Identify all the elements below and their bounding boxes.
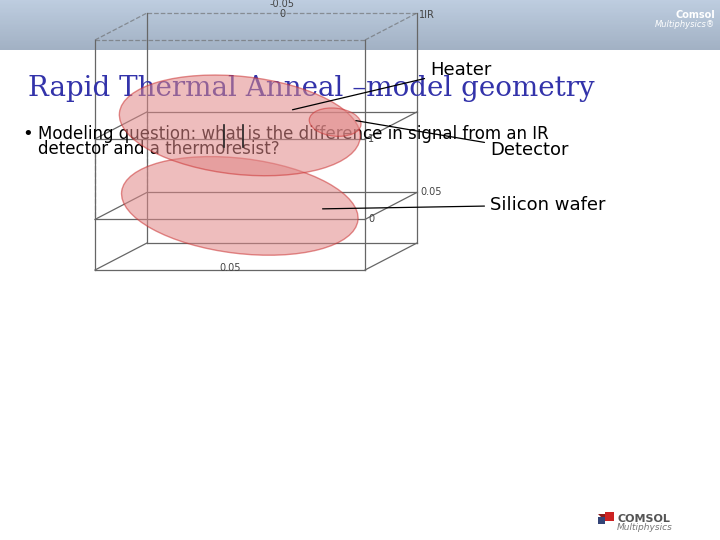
Text: 0: 0	[368, 214, 374, 225]
Bar	[0, 3, 720, 4]
Bar	[0, 19, 720, 20]
Text: COMSOL: COMSOL	[617, 514, 670, 524]
Bar	[0, 21, 720, 22]
Bar	[0, 47, 720, 48]
Polygon shape	[598, 514, 605, 521]
Bar	[0, 22, 720, 23]
Text: 1IR: 1IR	[419, 10, 435, 20]
Bar	[0, 28, 720, 29]
Text: Modeling question: what is the difference in signal from an IR: Modeling question: what is the differenc…	[38, 125, 549, 143]
Bar	[0, 7, 720, 8]
Text: 0: 0	[279, 9, 285, 19]
Text: Rapid Thermal Anneal –model geometry: Rapid Thermal Anneal –model geometry	[28, 75, 595, 102]
Bar	[0, 25, 720, 26]
Ellipse shape	[120, 75, 360, 176]
Bar	[0, 17, 720, 18]
Text: Multiphysics®: Multiphysics®	[654, 20, 715, 29]
Bar	[0, 10, 720, 11]
Ellipse shape	[122, 157, 358, 255]
Bar	[0, 33, 720, 34]
Bar	[0, 13, 720, 14]
Text: 0.05: 0.05	[220, 263, 240, 273]
Text: Heater: Heater	[292, 61, 491, 110]
Bar	[0, 40, 720, 41]
Text: detector and a thermoresist?: detector and a thermoresist?	[38, 140, 279, 158]
Bar	[0, 12, 720, 13]
Text: Comsol: Comsol	[675, 10, 715, 20]
Text: 1: 1	[368, 134, 374, 144]
Bar	[0, 4, 720, 5]
Bar	[0, 36, 720, 37]
Bar	[0, 18, 720, 19]
Bar	[0, 43, 720, 44]
Bar	[0, 15, 720, 16]
Bar	[0, 11, 720, 12]
Bar	[0, 20, 720, 21]
Bar	[0, 46, 720, 47]
Text: -0.05: -0.05	[269, 0, 294, 9]
Bar	[0, 35, 720, 36]
Bar	[0, 48, 720, 49]
Bar	[605, 512, 614, 521]
Bar	[0, 38, 720, 39]
Bar	[0, 45, 720, 46]
Bar	[0, 44, 720, 45]
Bar	[0, 41, 720, 42]
Bar	[0, 30, 720, 31]
Bar	[0, 27, 720, 28]
Bar	[0, 16, 720, 17]
Bar	[0, 5, 720, 6]
Bar	[0, 31, 720, 32]
Ellipse shape	[310, 108, 361, 136]
Text: Silicon wafer: Silicon wafer	[323, 196, 606, 214]
Bar	[0, 34, 720, 35]
Bar	[0, 29, 720, 30]
Text: 0.05: 0.05	[420, 187, 441, 198]
Bar	[598, 517, 605, 524]
Bar	[0, 9, 720, 10]
Text: Multiphysics: Multiphysics	[617, 523, 673, 532]
Bar	[0, 26, 720, 27]
Bar	[0, 37, 720, 38]
Text: Detector: Detector	[356, 120, 569, 159]
Bar	[0, 32, 720, 33]
Bar	[0, 14, 720, 15]
Bar	[0, 49, 720, 50]
Bar	[0, 24, 720, 25]
Bar	[0, 1, 720, 2]
Text: •: •	[22, 125, 32, 143]
Bar	[0, 8, 720, 9]
Bar	[0, 2, 720, 3]
Bar	[0, 0, 720, 1]
Bar	[0, 23, 720, 24]
Bar	[0, 6, 720, 7]
Bar	[0, 42, 720, 43]
Bar	[0, 39, 720, 40]
Bar	[0, 0, 720, 50]
